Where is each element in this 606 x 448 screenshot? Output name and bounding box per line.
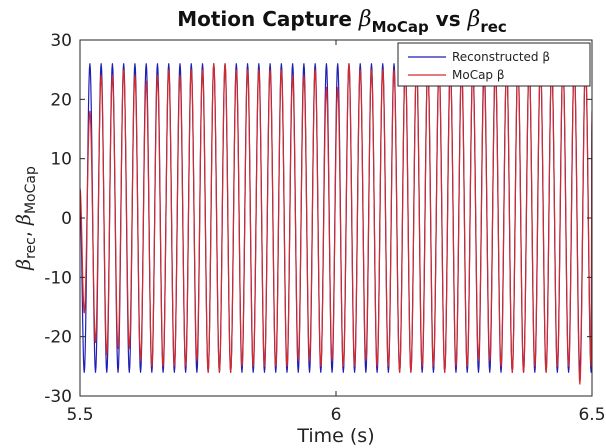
y-tick-label-4: -10 [44, 268, 72, 288]
y-axis-label: βrec, βMoCap [13, 166, 39, 271]
x-axis-label: Time (s) [296, 425, 374, 447]
series-layer [80, 63, 592, 385]
series-line-1 [80, 63, 592, 385]
legend-box [397, 42, 591, 87]
x-tick-label-0: 5.5 [66, 405, 93, 425]
legend: Reconstructed β MoCap β [397, 42, 591, 87]
plot-area: 5.5 6 6.5 30 20 10 0 -10 -20 -30 [44, 31, 605, 425]
x-tick-label-1: 6 [331, 405, 342, 425]
y-tick-label-1: 20 [50, 90, 72, 110]
y-tick-label-6: -30 [44, 387, 72, 407]
chart-title: Motion Capture βMoCap vs βrec [177, 7, 507, 36]
y-tick-label-5: -20 [44, 328, 72, 348]
y-tick-label-2: 10 [50, 150, 72, 170]
legend-label-reconstructed: Reconstructed β [452, 50, 550, 64]
legend-label-mocap: MoCap β [452, 68, 505, 82]
x-tick-label-2: 6.5 [578, 405, 605, 425]
y-tick-label-3: 0 [61, 209, 72, 229]
y-tick-label-0: 30 [50, 31, 72, 51]
ticks-layer: 5.5 6 6.5 30 20 10 0 -10 -20 -30 [44, 31, 605, 425]
